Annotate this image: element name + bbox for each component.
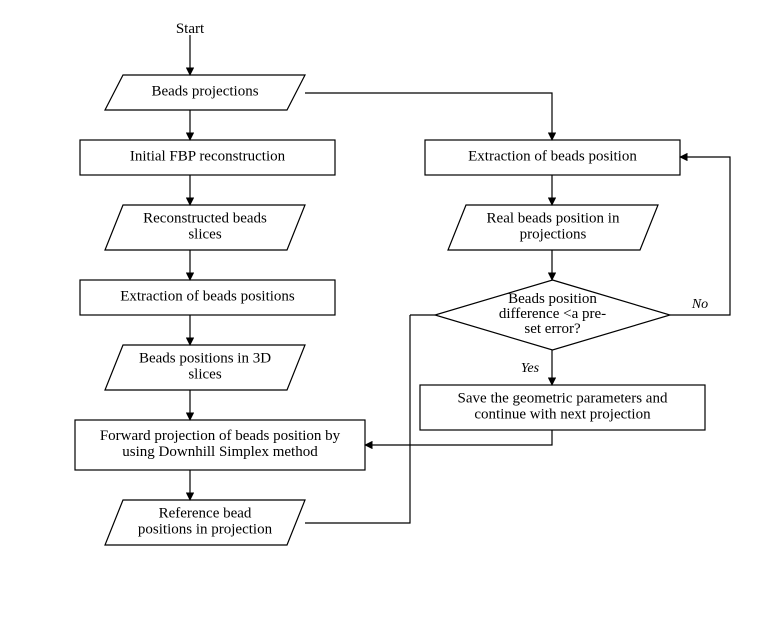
svg-text:Save the geometric parameters: Save the geometric parameters andcontinu… — [458, 391, 668, 423]
flowchart-canvas: StartBeads projectionsInitial FBP recons… — [0, 0, 774, 638]
edge-13 — [305, 315, 410, 523]
node-proj: Beads projections — [105, 75, 305, 110]
svg-text:Initial FBP reconstruction: Initial FBP reconstruction — [130, 149, 286, 165]
edge-label-12: No — [691, 297, 708, 312]
node-ref: Reference beadpositions in projection — [105, 500, 305, 545]
node-decision: Beads positiondifference <a pre-set erro… — [435, 280, 670, 350]
edge-label-10: Yes — [521, 361, 540, 376]
svg-text:Extraction of beads positions: Extraction of beads positions — [120, 289, 295, 305]
node-real: Real beads position inprojections — [448, 205, 658, 250]
edge-14 — [365, 430, 552, 445]
edge-12 — [670, 157, 730, 315]
svg-text:Beads projections: Beads projections — [151, 84, 258, 100]
edge-7 — [305, 93, 552, 140]
node-slices: Reconstructed beadsslices — [105, 205, 305, 250]
node-extractL: Extraction of beads positions — [80, 280, 335, 315]
node-forward: Forward projection of beads position byu… — [75, 420, 365, 470]
node-extractR: Extraction of beads position — [425, 140, 680, 175]
node-fbp: Initial FBP reconstruction — [80, 140, 335, 175]
node-beads3d: Beads positions in 3Dslices — [105, 345, 305, 390]
svg-text:Extraction of beads position: Extraction of beads position — [468, 149, 637, 165]
svg-text:Forward projection of beads po: Forward projection of beads position byu… — [100, 428, 341, 460]
node-save: Save the geometric parameters andcontinu… — [420, 385, 705, 430]
